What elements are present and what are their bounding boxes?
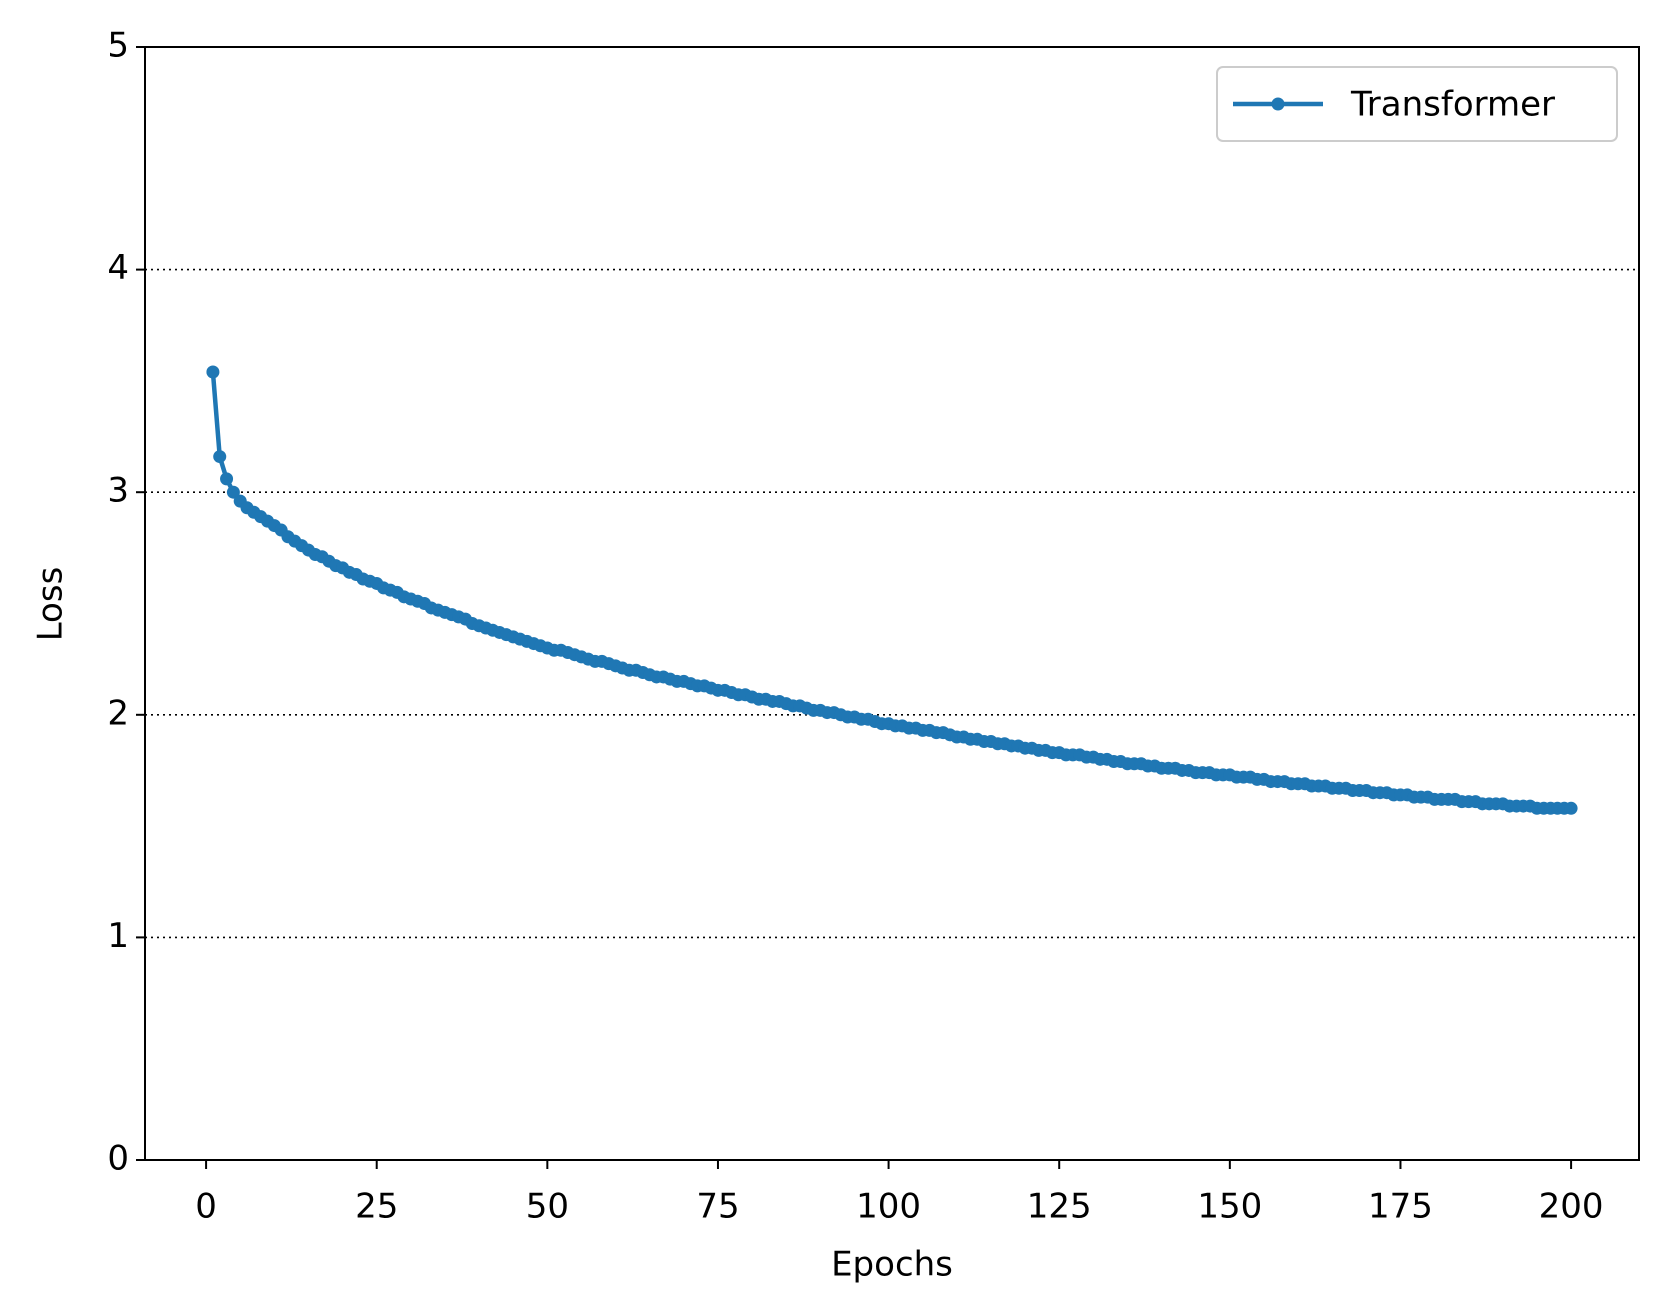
y-tick-label: 0 [107, 1139, 129, 1179]
x-tick-label: 0 [195, 1187, 217, 1227]
y-tick-label: 2 [107, 693, 129, 733]
data-point [213, 450, 227, 464]
legend-label: Transformer [1350, 85, 1555, 125]
x-tick-label: 200 [1539, 1187, 1604, 1227]
x-tick-label: 50 [526, 1187, 569, 1227]
legend-marker [1271, 97, 1285, 111]
x-tick-label: 75 [696, 1187, 739, 1227]
y-tick-label: 1 [107, 916, 129, 956]
y-tick-label: 4 [107, 248, 129, 288]
y-axis-label: Loss [31, 567, 71, 642]
data-point [220, 472, 234, 486]
data-point [1564, 801, 1578, 815]
y-tick-label: 5 [107, 26, 129, 66]
x-tick-label: 175 [1368, 1187, 1433, 1227]
data-point [226, 485, 240, 499]
x-tick-label: 100 [856, 1187, 921, 1227]
legend-box [1216, 66, 1618, 142]
plot-frame [144, 46, 1640, 1161]
x-tick-label: 125 [1027, 1187, 1092, 1227]
x-tick-label: 150 [1197, 1187, 1262, 1227]
series-line [210, 371, 1572, 811]
x-tick-label: 25 [355, 1187, 398, 1227]
y-tick-label: 3 [107, 471, 129, 511]
data-point [206, 365, 220, 379]
x-axis-label: Epochs [831, 1245, 953, 1285]
